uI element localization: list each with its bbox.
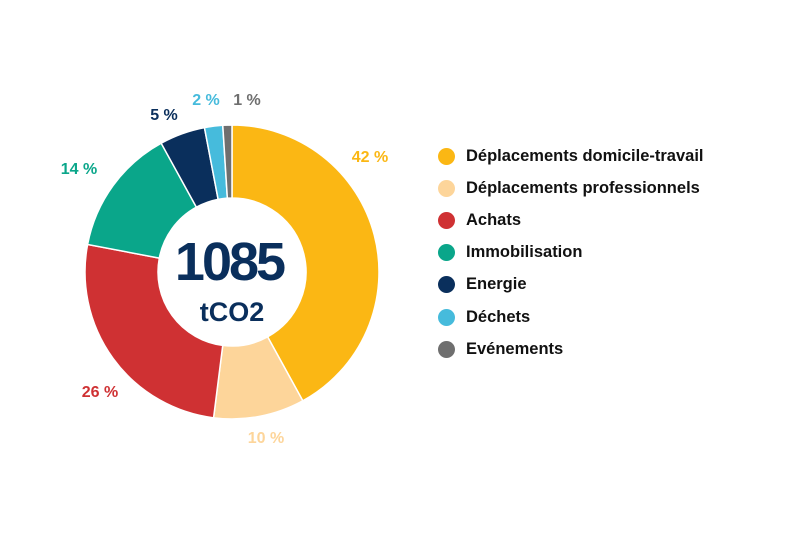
- segment-achats: [84, 243, 224, 419]
- pct-label-energie: 5 %: [150, 107, 178, 124]
- pct-label-immobilisation: 14 %: [61, 161, 97, 178]
- segment-deplacements-domicile-travail: [231, 124, 380, 402]
- legend-label: Déchets: [466, 307, 531, 326]
- legend-label: Déplacements professionnels: [466, 178, 700, 197]
- total-value: 1085: [175, 232, 285, 292]
- donut-segments: [84, 124, 380, 420]
- legend-dot-icon: [438, 179, 455, 197]
- legend-dot-icon: [438, 276, 455, 294]
- legend-label: Immobilisation: [466, 243, 583, 262]
- pct-label-dechets: 2 %: [192, 92, 220, 109]
- legend: Déplacements domicile-travail Déplacement…: [438, 140, 704, 365]
- pct-label-deplacements-professionnels: 10 %: [248, 430, 284, 447]
- legend-item-dechets: Déchets: [438, 301, 704, 333]
- legend-item-deplacements-domicile-travail: Déplacements domicile-travail: [438, 140, 704, 172]
- legend-label: Evénements: [466, 339, 564, 358]
- segment-evenements: [221, 124, 233, 199]
- legend-item-energie: Energie: [438, 269, 704, 301]
- legend-item-evenements: Evénements: [438, 333, 704, 365]
- pct-label-deplacements-domicile-travail: 42 %: [352, 149, 388, 166]
- pct-label-evenements: 1 %: [233, 92, 261, 109]
- legend-label: Achats: [466, 210, 522, 229]
- legend-label: Energie: [466, 275, 527, 294]
- legend-item-achats: Achats: [438, 204, 704, 236]
- legend-dot-icon: [438, 211, 455, 229]
- legend-dot-icon: [438, 147, 455, 165]
- legend-dot-icon: [438, 340, 455, 358]
- legend-label: Déplacements domicile-travail: [466, 146, 704, 165]
- legend-item-immobilisation: Immobilisation: [438, 237, 704, 269]
- legend-item-deplacements-professionnels: Déplacements professionnels: [438, 172, 704, 204]
- legend-dot-icon: [438, 244, 455, 262]
- pct-label-achats: 26 %: [82, 384, 118, 401]
- percentage-labels: 42 % 10 % 26 % 14 % 5 % 2 % 1 %: [61, 92, 388, 447]
- legend-dot-icon: [438, 308, 455, 326]
- total-unit: tCO2: [200, 297, 265, 327]
